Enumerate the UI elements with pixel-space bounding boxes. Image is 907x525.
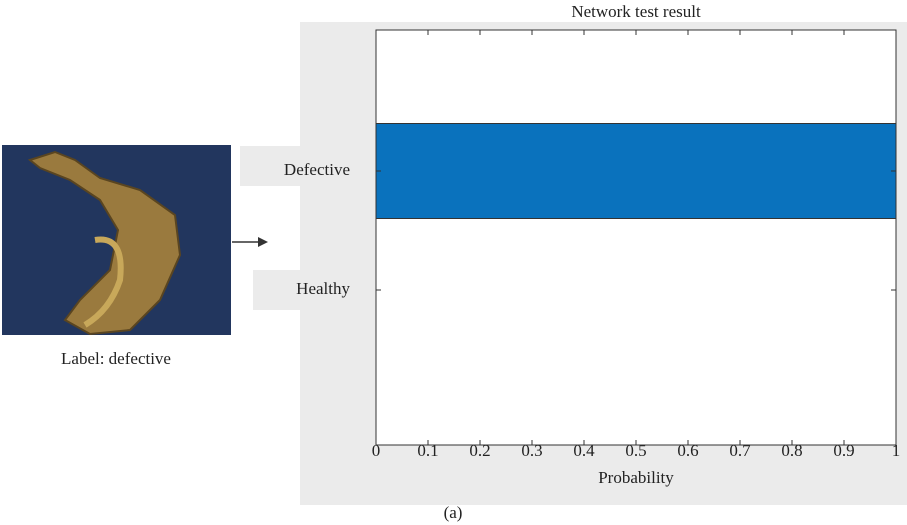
plot-area — [376, 30, 896, 445]
figure: Label: defective Network test result Pro… — [0, 0, 907, 525]
x-axis-label: Probability — [598, 468, 674, 487]
x-tick-label: 0.6 — [677, 441, 698, 460]
photo — [2, 145, 231, 335]
x-tick-label: 0.2 — [469, 441, 490, 460]
chart-title: Network test result — [571, 2, 701, 21]
panel-label: (a) — [444, 503, 463, 522]
x-tick-label: 0.9 — [833, 441, 854, 460]
x-tick-label: 0.8 — [781, 441, 802, 460]
x-tick-label: 0.3 — [521, 441, 542, 460]
y-tick-label: Defective — [284, 160, 350, 179]
y-tick-label: Healthy — [296, 279, 350, 298]
image-caption: Label: defective — [61, 349, 171, 368]
bar — [376, 124, 896, 219]
arrow-head — [258, 237, 268, 247]
x-tick-label: 0.7 — [729, 441, 751, 460]
x-tick-label: 0.5 — [625, 441, 646, 460]
x-tick-label: 0.4 — [573, 441, 595, 460]
x-tick-label: 0.1 — [417, 441, 438, 460]
